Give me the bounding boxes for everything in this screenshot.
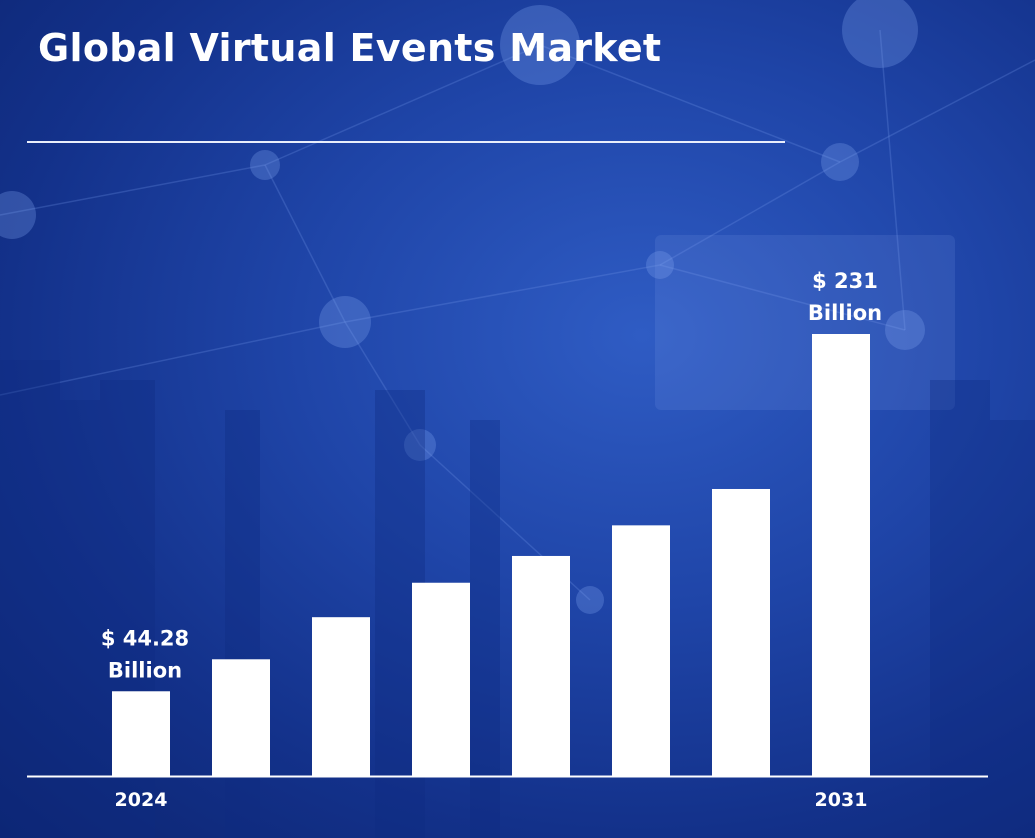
bar-2029	[612, 525, 670, 776]
bar-2027	[412, 582, 470, 776]
data-label-2031-line-1: $ 231	[812, 269, 878, 293]
bar-2026	[312, 617, 370, 776]
chart-title: Global Virtual Events Market	[38, 26, 662, 70]
bar-2025	[212, 659, 270, 776]
bar-2028	[512, 555, 570, 776]
data-label-2024-line-1: $ 44.28	[101, 626, 189, 650]
bar-2031	[812, 334, 870, 776]
x-tick-label-2031: 2031	[815, 789, 868, 811]
title-divider	[27, 141, 785, 143]
data-label-2031-line-2: Billion	[808, 301, 882, 325]
x-tick-label-2024: 2024	[115, 789, 168, 811]
bar-2030	[712, 488, 770, 776]
bar-2024	[112, 691, 170, 776]
data-label-2024-line-2: Billion	[108, 658, 182, 682]
